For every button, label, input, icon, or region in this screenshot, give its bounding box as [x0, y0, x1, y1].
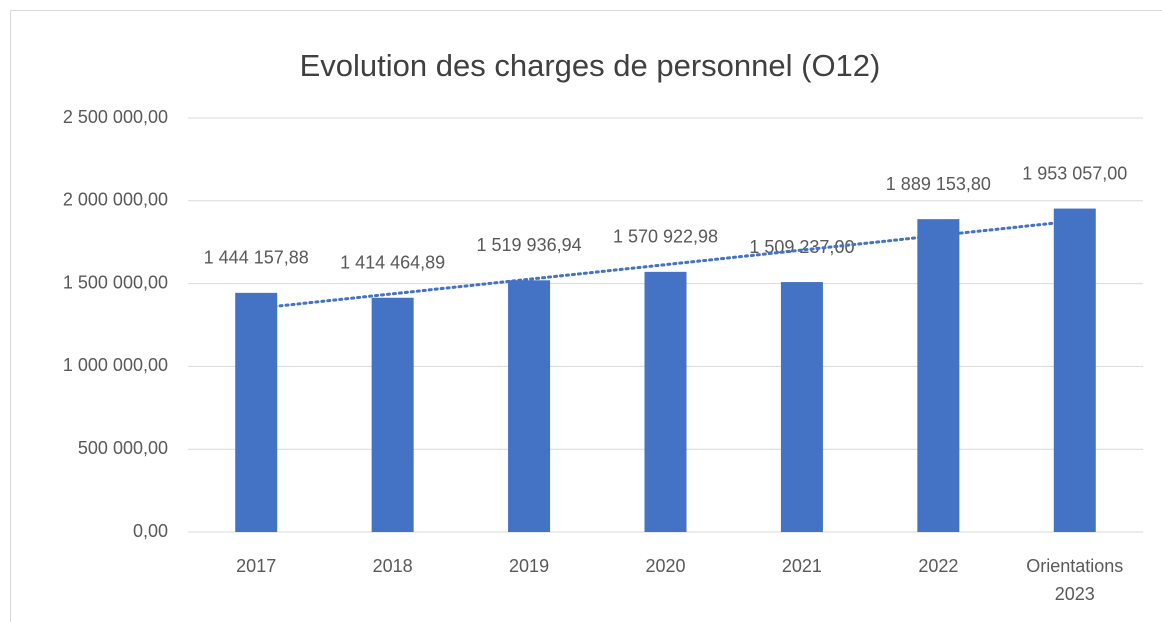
bar [1053, 208, 1096, 532]
bar [371, 297, 414, 532]
y-tick-label: 2 000 000,00 [63, 190, 168, 210]
data-label: 1 953 057,00 [1022, 163, 1127, 183]
x-tick-label: 2018 [372, 556, 413, 576]
x-tick-label: Orientations 2023 [1026, 556, 1124, 604]
data-label: 1 889 153,80 [886, 174, 991, 194]
data-label: 1 444 157,88 [204, 248, 309, 268]
bar [508, 280, 551, 532]
bar [235, 292, 278, 532]
x-tick-label: 2021 [781, 556, 822, 576]
x-tick-label: 2017 [236, 556, 277, 576]
y-tick-label: 500 000,00 [78, 438, 168, 458]
y-tick-label: 0,00 [133, 521, 168, 541]
data-label: 1 570 922,98 [613, 227, 718, 247]
y-tick-label: 2 500 000,00 [63, 107, 168, 127]
bar [644, 271, 687, 532]
bar [780, 282, 823, 532]
bar [917, 219, 960, 532]
chart-title: Evolution des charges de personnel (O12) [300, 48, 881, 83]
data-label: 1 519 936,94 [477, 235, 582, 255]
x-tick-label: 2022 [918, 556, 959, 576]
x-tick-label: 2019 [509, 556, 550, 576]
y-tick-label: 1 000 000,00 [63, 355, 168, 375]
data-label: 1 414 464,89 [340, 253, 445, 273]
y-tick-label: 1 500 000,00 [63, 272, 168, 292]
x-tick-label: 2020 [645, 556, 686, 576]
trendline [254, 219, 1077, 310]
chart-border [10, 10, 1162, 622]
